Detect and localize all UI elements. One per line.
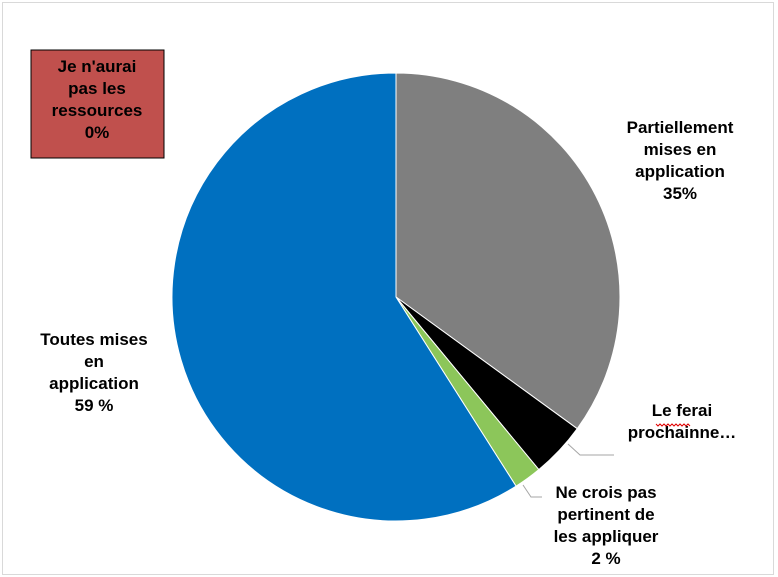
slice-partiellement: [395, 72, 621, 430]
label-line: Le ferai: [652, 401, 712, 420]
slice-toutes-mises: [171, 72, 517, 522]
label-line: pas les: [68, 79, 126, 98]
label-toutes-mises: Toutes mises en application 59 %: [40, 330, 147, 415]
label-line: Je n'aurai: [58, 57, 137, 76]
label-line: 2 %: [591, 549, 620, 568]
label-line: mises en: [644, 140, 717, 159]
label-line: 59 %: [75, 396, 114, 415]
label-line: pertinent de: [557, 505, 654, 524]
label-box-je-naurai: [30, 49, 165, 159]
label-ne-crois-pas: Ne crois pas pertinent de les appliquer 2 %: [554, 483, 659, 568]
spellcheck-underline: [655, 423, 691, 427]
label-partiellement: Partiellement mises en application 35%: [627, 118, 734, 203]
label-line: les appliquer: [554, 527, 659, 546]
label-je-naurai: Je n'aurai pas les ressources 0%: [52, 57, 143, 142]
label-le-ferai: Le ferai prochainne…: [628, 401, 737, 442]
label-line: 35%: [663, 184, 697, 203]
label-line: Ne crois pas: [555, 483, 656, 502]
label-line: 0%: [85, 123, 110, 142]
leader-ne-crois-pas: [522, 484, 542, 498]
leader-le-ferai: [567, 443, 614, 456]
label-line: application: [49, 374, 139, 393]
label-line: prochainne…: [628, 423, 737, 442]
label-line: ressources: [52, 101, 143, 120]
label-line: en: [84, 352, 104, 371]
label-line: Toutes mises: [40, 330, 147, 349]
label-line: Partiellement: [627, 118, 734, 137]
label-line: application: [635, 162, 725, 181]
